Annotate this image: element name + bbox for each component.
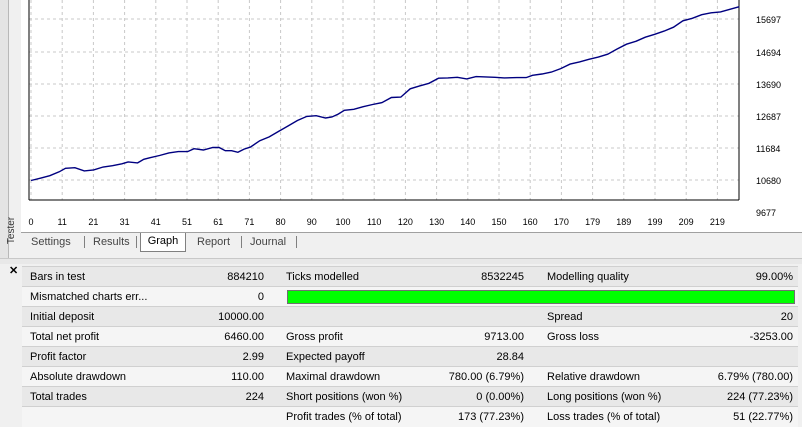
close-icon[interactable]: ✕ bbox=[9, 264, 18, 277]
table-row: Profit factor 2.99 Expected payoff 28.84 bbox=[22, 346, 798, 367]
y-tick-label: 15697 bbox=[756, 15, 781, 25]
x-tick-label: 71 bbox=[244, 217, 254, 227]
maximal-drawdown-label: Maximal drawdown bbox=[286, 367, 380, 387]
total-trades-value: 224 bbox=[172, 387, 264, 407]
x-tick-label: 90 bbox=[307, 217, 317, 227]
absolute-drawdown-label: Absolute drawdown bbox=[30, 367, 126, 387]
x-tick-label: 110 bbox=[367, 217, 381, 227]
profit-factor-value: 2.99 bbox=[172, 347, 264, 367]
spread-value: 20 bbox=[702, 307, 793, 327]
profit-factor-label: Profit factor bbox=[30, 347, 86, 367]
short-positions-value: 0 (0.00%) bbox=[442, 387, 524, 407]
total-net-profit-value: 6460.00 bbox=[172, 327, 264, 347]
expected-payoff-value: 28.84 bbox=[442, 347, 524, 367]
mismatched-charts-value: 0 bbox=[172, 287, 264, 307]
y-tick-label: 13690 bbox=[756, 80, 781, 90]
loss-trades-value: 51 (22.77%) bbox=[682, 407, 793, 427]
tab-settings[interactable]: Settings bbox=[31, 234, 71, 251]
y-tick-label: 9677 bbox=[756, 208, 776, 218]
tab-report[interactable]: Report bbox=[197, 234, 230, 251]
tester-tabs: Settings Results Graph Report Journal bbox=[21, 232, 802, 252]
table-row: Initial deposit 10000.00 Spread 20 bbox=[22, 306, 798, 327]
x-tick-label: 189 bbox=[616, 217, 631, 227]
bars-in-test-value: 884210 bbox=[172, 267, 264, 287]
x-tick-label: 140 bbox=[460, 217, 475, 227]
short-positions-label: Short positions (won %) bbox=[286, 387, 402, 407]
x-tick-label: 11 bbox=[58, 217, 67, 227]
modelling-quality-label: Modelling quality bbox=[547, 267, 629, 287]
x-tick-label: 100 bbox=[335, 217, 350, 227]
x-tick-label: 61 bbox=[213, 217, 223, 227]
y-tick-label: 12687 bbox=[756, 112, 781, 122]
tab-results[interactable]: Results bbox=[93, 234, 130, 251]
gross-profit-label: Gross profit bbox=[286, 327, 343, 347]
gross-loss-label: Gross loss bbox=[547, 327, 599, 347]
x-tick-label: 130 bbox=[429, 217, 444, 227]
table-row: Total trades 224 Short positions (won %)… bbox=[22, 386, 798, 407]
tab-separator bbox=[241, 236, 242, 248]
x-tick-label: 120 bbox=[398, 217, 413, 227]
modelling-quality-value: 99.00% bbox=[702, 267, 793, 287]
relative-drawdown-value: 6.79% (780.00) bbox=[682, 367, 793, 387]
x-tick-label: 150 bbox=[491, 217, 506, 227]
profit-trades-label: Profit trades (% of total) bbox=[286, 407, 402, 427]
tester-label-text: Tester bbox=[6, 217, 17, 244]
x-tick-label: 160 bbox=[523, 217, 538, 227]
bars-in-test-label: Bars in test bbox=[30, 267, 85, 287]
x-tick-label: 80 bbox=[276, 217, 286, 227]
maximal-drawdown-value: 780.00 (6.79%) bbox=[422, 367, 524, 387]
x-tick-label: 179 bbox=[585, 217, 600, 227]
tab-graph[interactable]: Graph bbox=[140, 233, 186, 252]
table-row: Bars in test 884210 Ticks modelled 85322… bbox=[22, 266, 798, 287]
ticks-modelled-label: Ticks modelled bbox=[286, 267, 359, 287]
tab-separator bbox=[136, 236, 137, 248]
x-tick-label: 31 bbox=[120, 217, 130, 227]
initial-deposit-label: Initial deposit bbox=[30, 307, 94, 327]
tab-journal[interactable]: Journal bbox=[250, 234, 286, 251]
panel-divider[interactable] bbox=[0, 258, 802, 264]
table-row: Mismatched charts err... 0 bbox=[22, 286, 798, 307]
total-trades-label: Total trades bbox=[30, 387, 87, 407]
absolute-drawdown-value: 110.00 bbox=[172, 367, 264, 387]
ticks-modelled-value: 8532245 bbox=[442, 267, 524, 287]
total-net-profit-label: Total net profit bbox=[30, 327, 99, 347]
long-positions-value: 224 (77.23%) bbox=[682, 387, 793, 407]
spread-label: Spread bbox=[547, 307, 582, 327]
relative-drawdown-label: Relative drawdown bbox=[547, 367, 640, 387]
x-tick-label: 0 bbox=[28, 217, 33, 227]
y-tick-label: 11684 bbox=[756, 144, 780, 154]
x-tick-label: 51 bbox=[182, 217, 192, 227]
equity-graph: 15697 14694 13690 12687 11684 10680 9677 0 11 21 3… bbox=[21, 0, 802, 232]
y-tick-label: 10680 bbox=[756, 176, 781, 186]
expected-payoff-label: Expected payoff bbox=[286, 347, 365, 367]
profit-trades-value: 173 (77.23%) bbox=[422, 407, 524, 427]
initial-deposit-value: 10000.00 bbox=[172, 307, 264, 327]
mismatched-charts-label: Mismatched charts err... bbox=[30, 287, 147, 307]
gross-loss-value: -3253.00 bbox=[702, 327, 793, 347]
tab-separator bbox=[84, 236, 85, 248]
x-tick-label: 21 bbox=[88, 217, 98, 227]
table-row: Total net profit 6460.00 Gross profit 97… bbox=[22, 326, 798, 347]
modelling-quality-bar bbox=[287, 290, 795, 304]
x-tick-label: 199 bbox=[647, 217, 662, 227]
x-tick-label: 170 bbox=[554, 217, 569, 227]
x-tick-label: 209 bbox=[679, 217, 694, 227]
tester-panel-label: Tester bbox=[8, 215, 22, 249]
plot-area bbox=[29, 0, 739, 200]
long-positions-label: Long positions (won %) bbox=[547, 387, 661, 407]
y-tick-label: 14694 bbox=[756, 48, 781, 58]
tab-separator bbox=[296, 236, 297, 248]
loss-trades-label: Loss trades (% of total) bbox=[547, 407, 660, 427]
x-tick-label: 219 bbox=[710, 217, 725, 227]
table-row: Profit trades (% of total) 173 (77.23%) … bbox=[22, 406, 798, 427]
x-tick-label: 41 bbox=[151, 217, 161, 227]
table-row: Absolute drawdown 110.00 Maximal drawdow… bbox=[22, 366, 798, 387]
gross-profit-value: 9713.00 bbox=[442, 327, 524, 347]
equity-chart-svg: 15697 14694 13690 12687 11684 10680 9677 0 11 21 3… bbox=[21, 0, 802, 232]
